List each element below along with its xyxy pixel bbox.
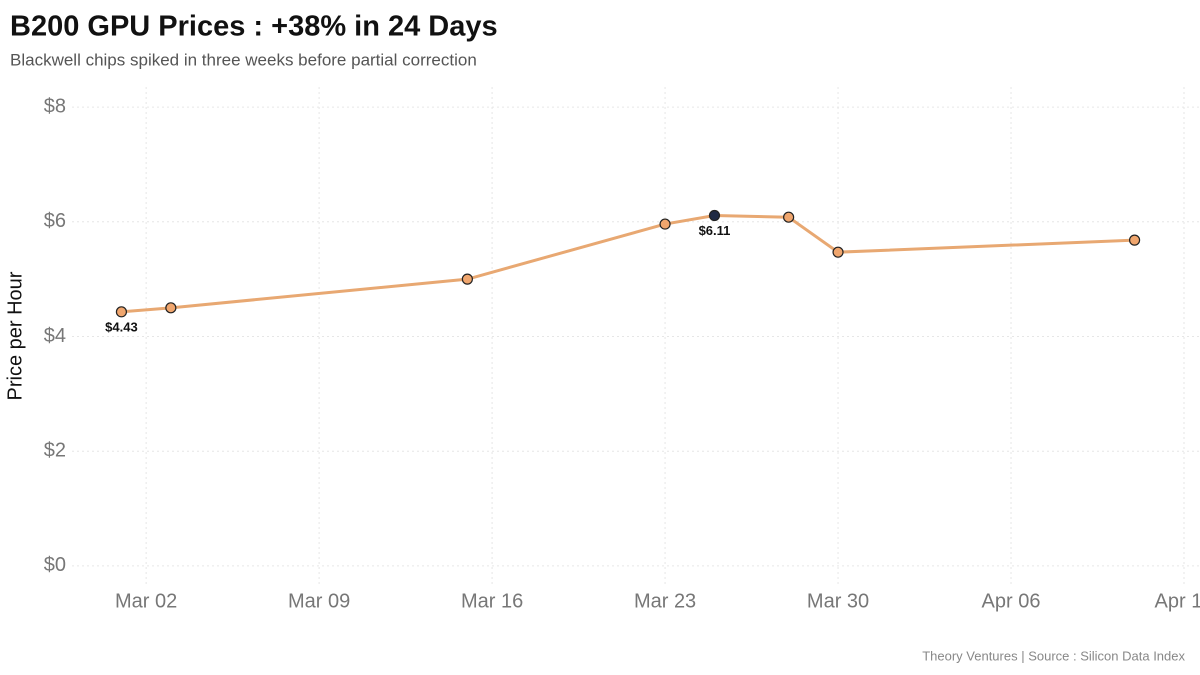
data-point bbox=[708, 209, 721, 222]
x-tick-label: Mar 23 bbox=[634, 590, 696, 612]
y-tick-label: $4 bbox=[44, 325, 66, 347]
data-point bbox=[165, 302, 177, 314]
y-tick-label: $0 bbox=[44, 554, 66, 576]
data-point bbox=[659, 218, 671, 230]
x-tick-label: Apr 13 bbox=[1155, 590, 1200, 612]
y-axis-label: Price per Hour bbox=[4, 271, 26, 400]
chart-subtitle: Blackwell chips spiked in three weeks be… bbox=[10, 50, 477, 69]
data-point bbox=[1128, 234, 1141, 246]
data-point bbox=[783, 211, 795, 223]
x-tick-label: Apr 06 bbox=[982, 590, 1041, 612]
data-point bbox=[115, 306, 128, 318]
price-line bbox=[121, 213, 1135, 314]
y-tick-label: $8 bbox=[44, 95, 66, 117]
value-label: $4.43 bbox=[105, 319, 138, 334]
footer: Theory Ventures | Source : Silicon Data … bbox=[922, 648, 1185, 663]
chart-title: B200 GPU Prices : +38% in 24 Days bbox=[10, 11, 498, 43]
x-tick-label: Mar 02 bbox=[115, 590, 177, 612]
data-point bbox=[461, 273, 473, 285]
x-tick-label: Mar 30 bbox=[807, 590, 869, 612]
y-tick-label: $6 bbox=[44, 210, 66, 232]
x-tick-label: Mar 09 bbox=[288, 590, 350, 612]
x-tick-label: Mar 16 bbox=[461, 590, 523, 612]
data-point bbox=[832, 246, 844, 258]
value-label: $6.11 bbox=[699, 223, 731, 238]
y-tick-label: $2 bbox=[44, 439, 66, 461]
